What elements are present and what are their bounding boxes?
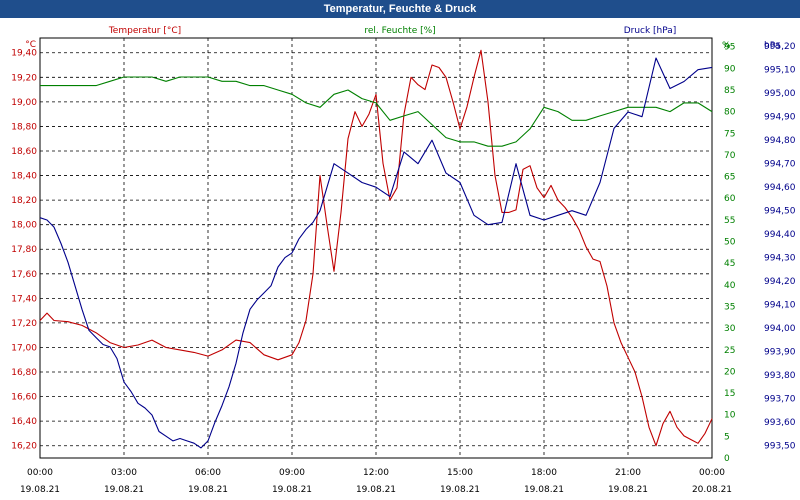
temperature-tick-label: 17,40 [11,294,37,304]
x-tick-time: 00:00 [27,468,53,478]
x-tick-time: 03:00 [111,468,137,478]
humidity-tick-label: 0 [724,454,730,464]
pressure-tick-label: 994,80 [764,136,796,146]
series-layer [39,49,713,449]
humidity-tick-label: 35 [724,302,735,312]
x-tick-time: 12:00 [363,468,389,478]
series-line-pressure [39,57,713,449]
humidity-tick-label: 45 [724,259,735,269]
x-tick-time: 06:00 [195,468,221,478]
x-tick-time: 18:00 [531,468,557,478]
series-line-temperature [39,49,713,447]
temperature-tick-label: 16,60 [11,393,37,403]
pressure-ticks: 993,50 993,60 993,70 993,80 993,90 994,00 994,… [764,42,796,451]
series-line-humidity [40,76,713,147]
humidity-tick-label: 15 [724,389,735,399]
pressure-axis-title: Druck [hPa] [624,26,677,36]
pressure-tick-label: 995,10 [764,66,796,76]
pressure-tick-label: 994,40 [764,230,796,240]
x-tick-time: 00:00 [699,468,725,478]
x-axis-ticks: 00:00 19.08.21 03:00 19.08.21 06:00 19.08.21 0… [20,468,732,495]
pressure-unit-label: hPa [764,41,780,51]
temperature-tick-label: 17,20 [11,319,37,329]
pressure-tick-label: 993,80 [764,371,796,381]
chart-canvas: °C Temperatur [°C] rel. Feuchte [%] Druc… [11,26,796,495]
temperature-ticks: 16,20 16,40 16,60 16,80 17,00 17,20 17,40 17,60… [11,49,37,452]
humidity-tick-label: 75 [724,129,735,139]
pressure-tick-label: 995,00 [764,89,796,99]
temperature-tick-label: 19,20 [11,73,37,83]
x-tick-date: 20.08.21 [692,485,732,495]
x-tick-time: 09:00 [279,468,305,478]
humidity-tick-label: 5 [724,432,730,442]
humidity-tick-label: 80 [724,108,736,118]
humidity-tick-label: 30 [724,324,736,334]
humidity-tick-label: 25 [724,346,735,356]
humidity-tick-label: 40 [724,281,736,291]
x-tick-date: 19.08.21 [20,485,60,495]
temperature-tick-label: 19,40 [11,49,37,59]
pressure-tick-label: 993,90 [764,348,796,358]
x-tick-date: 19.08.21 [188,485,228,495]
x-tick-date: 19.08.21 [272,485,312,495]
temperature-tick-label: 18,80 [11,122,37,132]
pressure-tick-label: 994,30 [764,254,796,264]
pressure-tick-label: 993,60 [764,418,796,428]
temperature-tick-label: 17,00 [11,343,37,353]
humidity-tick-label: 10 [724,411,736,421]
temperature-tick-label: 18,40 [11,172,37,182]
pressure-tick-label: 993,50 [764,442,796,452]
x-tick-date: 19.08.21 [356,485,396,495]
humidity-tick-label: 85 [724,86,735,96]
humidity-tick-label: 65 [724,173,735,183]
temperature-tick-label: 18,20 [11,196,37,206]
humidity-tick-label: 90 [724,64,736,74]
pressure-tick-label: 994,00 [764,324,796,334]
temperature-tick-label: 18,00 [11,221,37,231]
pressure-tick-label: 994,20 [764,277,796,287]
pressure-tick-label: 993,70 [764,395,796,405]
pressure-tick-label: 994,70 [764,160,796,170]
humidity-tick-label: 50 [724,238,736,248]
pressure-tick-label: 994,50 [764,207,796,217]
temperature-tick-label: 17,60 [11,270,37,280]
temperature-tick-label: 19,00 [11,98,37,108]
x-tick-time: 21:00 [615,468,641,478]
grid [40,38,712,458]
humidity-tick-label: 60 [724,194,736,204]
pressure-tick-label: 995,20 [764,42,796,52]
temperature-tick-label: 18,60 [11,147,37,157]
temperature-tick-label: 16,20 [11,442,37,452]
temperature-tick-label: 16,40 [11,417,37,427]
chart-title: Temperatur, Feuchte & Druck [0,0,800,18]
humidity-unit-label: % [722,41,731,51]
x-tick-date: 19.08.21 [104,485,144,495]
temperature-tick-label: 16,80 [11,368,37,378]
x-tick-date: 19.08.21 [440,485,480,495]
humidity-axis-title: rel. Feuchte [%] [364,26,435,36]
x-tick-time: 15:00 [447,468,473,478]
pressure-tick-label: 994,60 [764,183,796,193]
pressure-tick-label: 994,10 [764,301,796,311]
humidity-tick-label: 55 [724,216,735,226]
pressure-tick-label: 994,90 [764,113,796,123]
humidity-ticks: 0 5 10 15 20 25 30 35 40 45 50 55 60 65 70 75 80 85 90 95 [724,43,736,464]
temperature-unit-label: °C [25,40,36,50]
temperature-tick-label: 17,80 [11,245,37,255]
x-tick-date: 19.08.21 [524,485,564,495]
temperature-axis-title: Temperatur [°C] [108,26,181,36]
humidity-tick-label: 95 [724,43,735,53]
x-tick-date: 19.08.21 [608,485,648,495]
humidity-tick-label: 20 [724,367,736,377]
humidity-tick-label: 70 [724,151,736,161]
